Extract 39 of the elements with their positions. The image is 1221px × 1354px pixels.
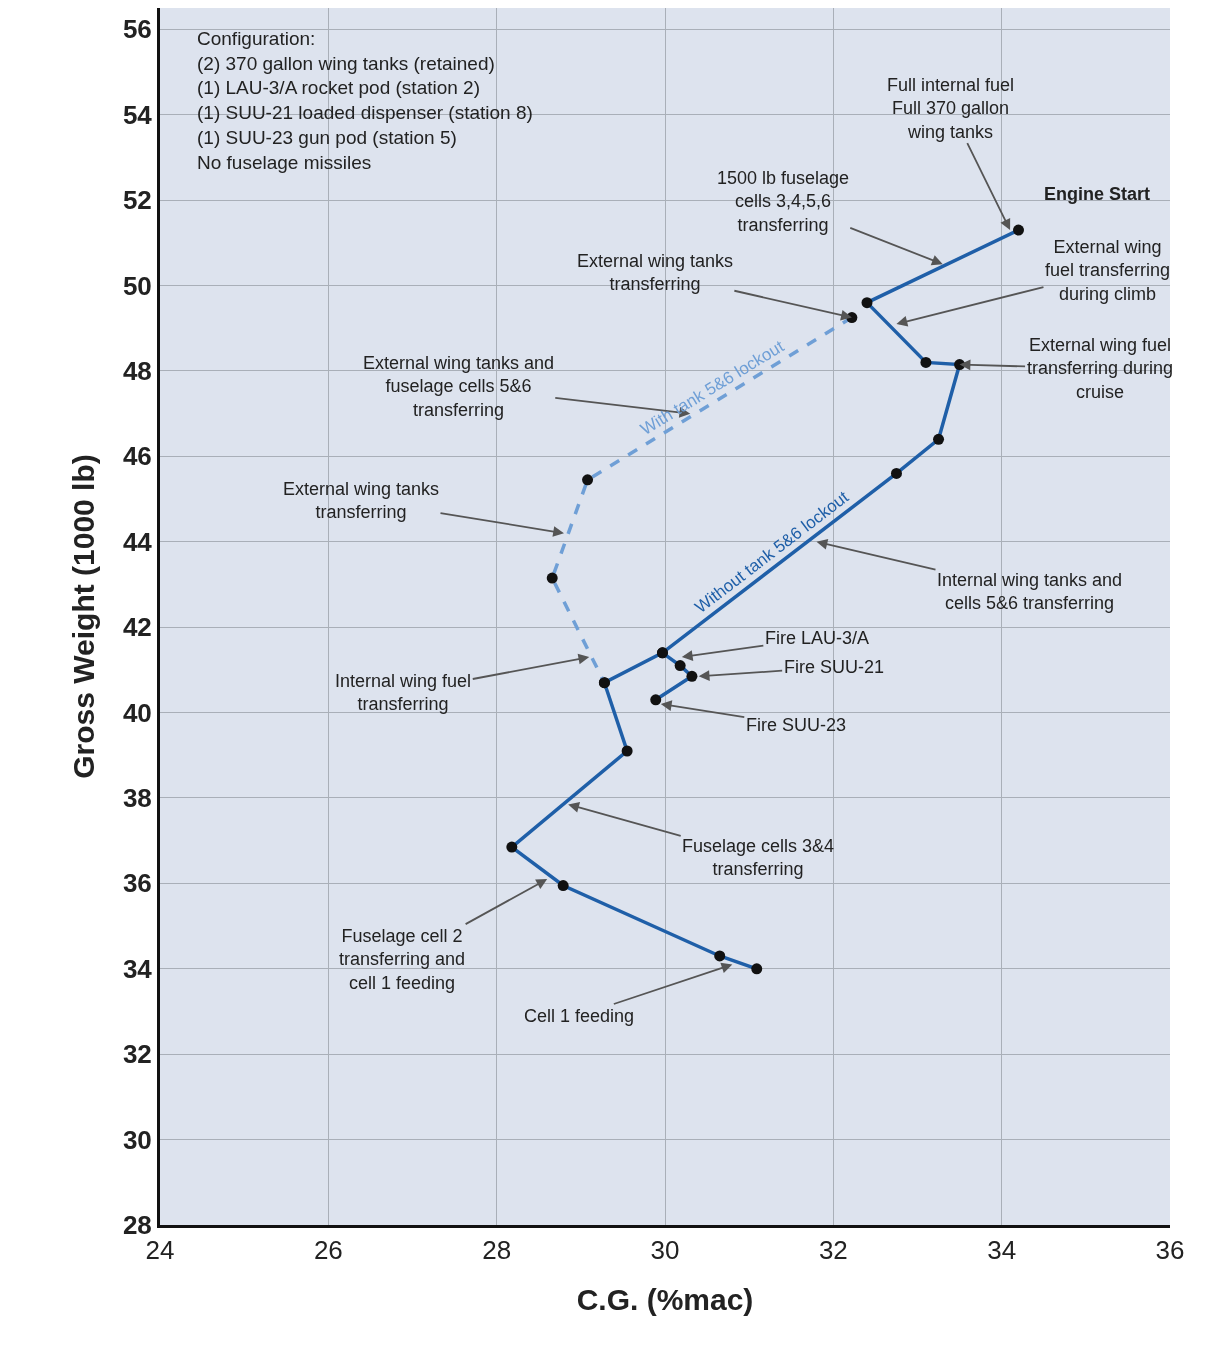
y-tick-label: 42 <box>122 612 152 643</box>
y-tick-label: 56 <box>122 14 152 45</box>
annotation: Fire LAU-3/A <box>765 628 870 648</box>
x-tick-label: 34 <box>987 1235 1017 1266</box>
x-tick-label: 32 <box>818 1235 848 1266</box>
annotation: Configuration: (2) 370 gallon wing tanks (retained) (1) LAU-3/A rocket pod (station 2) (1) SUU-21 loaded dispenser (station 8) (1) SUU-23 gun pod (station 5) No fuselage missiles <box>197 28 533 173</box>
annotation: Fire SUU-23 <box>746 715 847 735</box>
annotation: Engine Start <box>1044 184 1151 204</box>
y-tick-label: 38 <box>122 783 152 814</box>
annotation: Cell 1 feeding <box>524 1006 635 1026</box>
annotation: External wing tanks and fuselage cells 5&6 transferring <box>363 353 555 420</box>
annotation: Internal wing tanks and cells 5&6 transferring <box>937 570 1123 614</box>
x-axis-title: C.G. (%mac) <box>576 1282 754 1316</box>
annotation: Fire SUU-21 <box>784 657 885 677</box>
annotation: External wing tanks transferring <box>577 251 734 295</box>
y-axis-title: Gross Weight (1000 lb) <box>66 454 100 779</box>
y-tick-label: 46 <box>122 441 152 472</box>
annotation: External wing fuel transferring during cruise <box>1027 335 1174 402</box>
y-tick-label: 40 <box>122 697 152 728</box>
x-tick-label: 36 <box>1155 1235 1185 1266</box>
y-tick-label: 36 <box>122 868 152 899</box>
annotation: External wing tanks transferring <box>283 479 440 523</box>
y-tick-label: 30 <box>122 1124 152 1155</box>
y-tick-label: 52 <box>122 185 152 216</box>
annotation: Internal wing fuel transferring <box>335 671 472 715</box>
y-tick-label: 32 <box>122 1039 152 1070</box>
x-tick-label: 30 <box>650 1235 680 1266</box>
annotation: Fuselage cell 2 transferring and cell 1 feeding <box>339 926 466 993</box>
x-tick-label: 26 <box>313 1235 343 1266</box>
x-tick-label: 28 <box>482 1235 512 1266</box>
y-tick-label: 50 <box>122 270 152 301</box>
annotation: Full internal fuel Full 370 gallon wing tanks <box>887 75 1015 142</box>
y-tick-label: 54 <box>122 99 153 130</box>
annotation: 1500 lb fuselage cells 3,4,5,6 transferring <box>717 168 850 235</box>
y-tick-label: 44 <box>122 526 153 557</box>
annotation: Fuselage cells 3&4 transferring <box>682 836 835 880</box>
y-tick-label: 48 <box>122 356 152 387</box>
annotation: External wing fuel transferring during climb <box>1045 237 1171 304</box>
y-tick-label: 34 <box>122 953 153 984</box>
